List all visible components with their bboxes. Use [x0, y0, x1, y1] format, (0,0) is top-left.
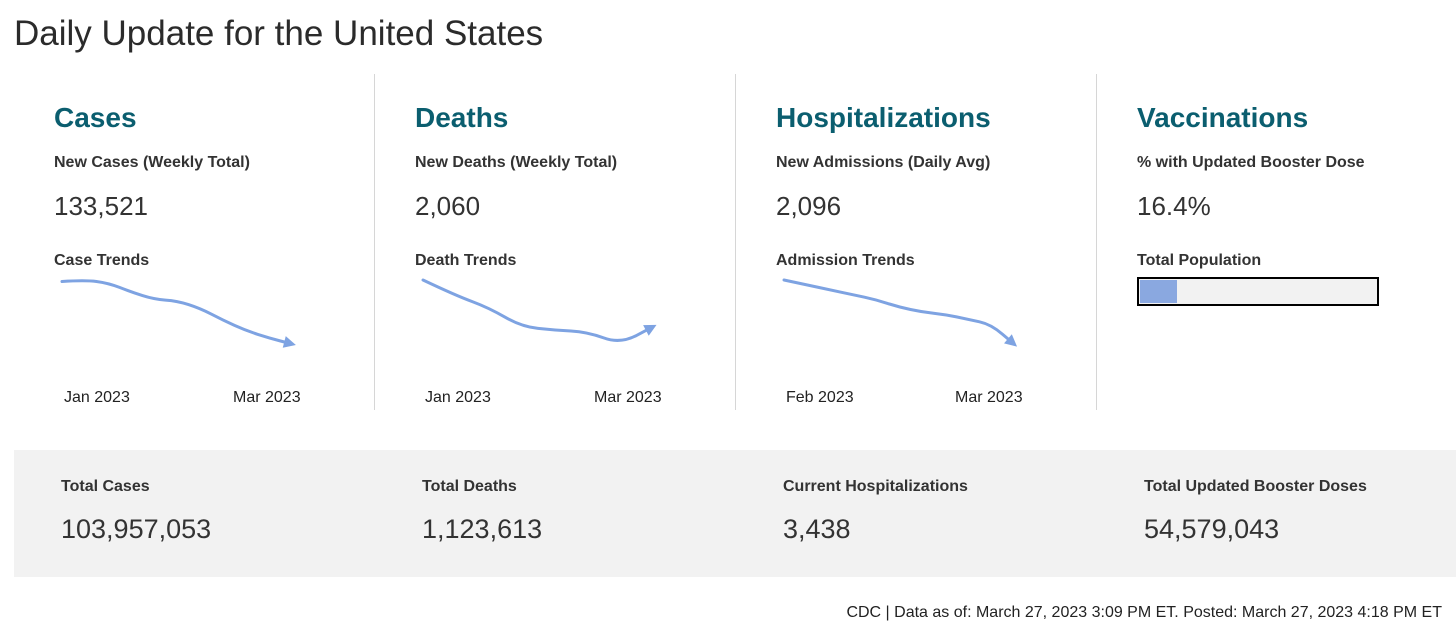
- trend-arrow-icon: [643, 324, 657, 336]
- page-title: Daily Update for the United States: [14, 14, 544, 53]
- admission-axis-start: Feb 2023: [786, 389, 854, 406]
- new-deaths-label: New Deaths (Weekly Total): [415, 154, 618, 171]
- trend-line: [60, 279, 294, 346]
- booster-progress-bar[interactable]: [1137, 277, 1379, 306]
- trend-arrow-icon: [1004, 334, 1018, 347]
- case-trends-label: Case Trends: [54, 252, 150, 269]
- total-cases-label: Total Cases: [61, 478, 150, 495]
- trend-line: [421, 278, 655, 342]
- total-deaths-value: 1,123,613: [422, 514, 543, 544]
- case-axis-end: Mar 2023: [233, 389, 301, 406]
- booster-percent-value: 16.4%: [1137, 191, 1211, 221]
- total-deaths-block: Total Deaths 1,123,613: [375, 450, 736, 577]
- current-hospitalizations-label: Current Hospitalizations: [783, 478, 968, 495]
- hospitalizations-card: Hospitalizations New Admissions (Daily A…: [736, 74, 1097, 410]
- booster-progress-fill: [1140, 280, 1178, 303]
- total-cases-block: Total Cases 103,957,053: [14, 450, 375, 577]
- cases-title[interactable]: Cases: [54, 102, 137, 133]
- new-admissions-value: 2,096: [776, 191, 842, 221]
- death-axis-start: Jan 2023: [425, 389, 491, 406]
- hospitalizations-title[interactable]: Hospitalizations: [776, 102, 991, 133]
- total-booster-doses-block: Total Updated Booster Doses 54,579,043: [1097, 450, 1456, 577]
- current-hospitalizations-value: 3,438: [783, 514, 851, 544]
- booster-percent-label: % with Updated Booster Dose: [1137, 154, 1365, 171]
- vaccinations-card: Vaccinations % with Updated Booster Dose…: [1097, 74, 1456, 410]
- total-deaths-label: Total Deaths: [422, 478, 517, 495]
- death-trends-label: Death Trends: [415, 252, 517, 269]
- vaccinations-title[interactable]: Vaccinations: [1137, 102, 1309, 133]
- total-booster-doses-label: Total Updated Booster Doses: [1144, 478, 1367, 495]
- case-trend-sparkline[interactable]: [54, 272, 314, 362]
- death-axis-end: Mar 2023: [594, 389, 662, 406]
- totals-band: Total Cases 103,957,053 Total Deaths 1,1…: [14, 450, 1456, 577]
- admission-trends-label: Admission Trends: [776, 252, 915, 269]
- new-admissions-label: New Admissions (Daily Avg): [776, 154, 991, 171]
- new-deaths-value: 2,060: [415, 191, 481, 221]
- total-booster-doses-value: 54,579,043: [1144, 514, 1280, 544]
- current-hospitalizations-block: Current Hospitalizations 3,438: [736, 450, 1097, 577]
- new-cases-value: 133,521: [54, 191, 148, 221]
- total-population-label: Total Population: [1137, 252, 1262, 269]
- trend-line: [782, 278, 1016, 346]
- total-cases-value: 103,957,053: [61, 514, 212, 544]
- deaths-card: Deaths New Deaths (Weekly Total) 2,060 D…: [375, 74, 736, 410]
- admission-trend-sparkline[interactable]: [776, 272, 1036, 362]
- trend-arrow-icon: [282, 336, 296, 348]
- deaths-title[interactable]: Deaths: [415, 102, 509, 133]
- death-trend-sparkline[interactable]: [415, 272, 675, 362]
- cases-card: Cases New Cases (Weekly Total) 133,521 C…: [14, 74, 375, 410]
- data-timestamp-note: CDC | Data as of: March 27, 2023 3:09 PM…: [846, 604, 1442, 621]
- case-axis-start: Jan 2023: [64, 389, 130, 406]
- new-cases-label: New Cases (Weekly Total): [54, 154, 250, 171]
- admission-axis-end: Mar 2023: [955, 389, 1023, 406]
